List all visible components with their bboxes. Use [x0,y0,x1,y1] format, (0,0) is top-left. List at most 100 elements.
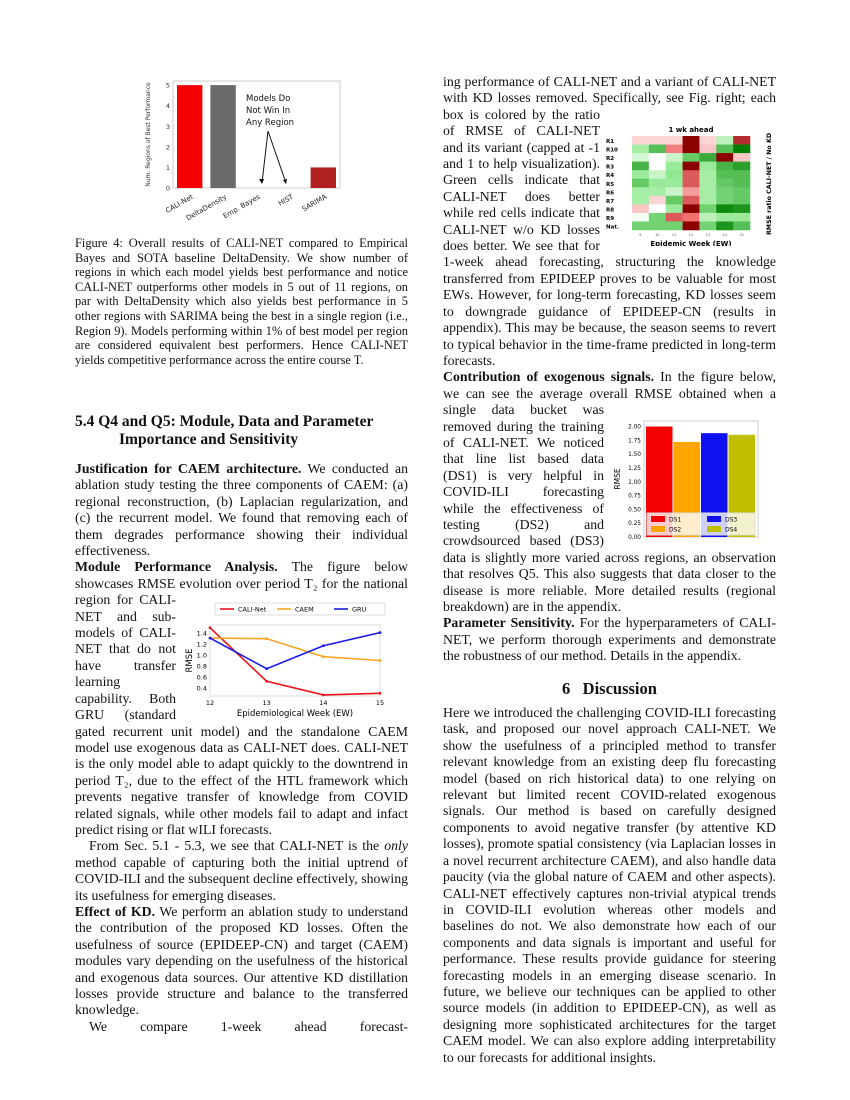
heatmap-cell [699,195,717,205]
heatmap-cell [733,136,751,145]
data-point [208,626,212,630]
heatmap-cell [665,170,683,180]
heatmap-cell [733,195,751,205]
y-tick-label: 1.2 [197,641,207,649]
data-point [321,644,325,648]
rmse-line-figure: 0.4 0.6 0.8 1.0 1.2 1.4 12 13 14 15 Epidemiologica… [176,593,408,719]
heatmap-cell [648,170,667,180]
series-line-CALI-Net [209,627,381,697]
heatmap-cell [716,195,734,205]
heatmap-cell [699,221,717,231]
paragraph-text: We perform an ablation study to understa… [75,903,408,1018]
heatmap-cell [648,195,667,205]
x-axis-label: Epidemic Week (EW) [650,240,731,246]
heatmap-cell [682,212,700,222]
heatmap-cell [716,187,734,197]
heatmap-cell [648,204,667,214]
legend-label: DS1 [669,517,681,524]
heatmap-cell [665,161,683,171]
row-label: R4 [606,173,614,179]
heatmap-cell [632,204,650,214]
heatmap-cell [648,221,667,231]
heatmap-cell [716,153,734,162]
data-bucket-figure: 0.00 0.25 0.50 0.75 1.00 1.25 1.50 1.75 2.00 RMSE… [604,409,776,547]
heatmap-cell [716,161,734,171]
heatmap-cell [733,204,751,214]
paragraph-title: Contribution of exogenous signals. [443,369,655,385]
heatmap-cell [682,144,700,154]
data-point [265,680,269,684]
x-tick-label: HIST [277,192,296,207]
heatmap-cell [699,178,717,188]
heatmap-cell [716,178,734,188]
legend-label: CAEM [295,606,314,614]
paragraph-effect-kd: Effect of KD. We perform an ablation stu… [75,904,408,1019]
row-label: R2 [606,156,614,162]
legend-swatch [707,526,721,533]
row-label: R8 [606,207,614,213]
y-tick-label: 0.8 [197,663,207,671]
y-tick-label: 2.00 [628,425,641,431]
heatmap-cell [699,204,717,214]
paragraph-contribution: Contribution of exogenous signals. In th… [443,369,776,615]
colorbar-label: RMSE ratio CALI-NET / No KD [766,133,773,235]
heatmap-cell [665,178,683,188]
x-tick-label: 13 [263,699,271,707]
heatmap-cell [648,212,667,222]
paragraph-parameter-sensitivity: Parameter Sensitivity. For the hyperpara… [443,615,776,664]
heatmap-cell [648,178,667,188]
right-column: 1 wk ahead R1 R10 R2 R3 R4 R5 R6 R7 R8 R9 Nat. 9 10 11… [443,74,776,1066]
x-tick-label: Emp. Bayes [222,193,262,221]
x-tick-label: 12 [206,699,214,707]
kd-heatmap-figure: 1 wk ahead R1 R10 R2 R3 R4 R5 R6 R7 R8 R9 Nat. 9 10 11… [600,122,776,248]
heatmap-cell [648,136,667,145]
paragraph-text: method capable of capturing both the ini… [75,854,408,903]
module-performance-block: 0.4 0.6 0.8 1.0 1.2 1.4 12 13 14 15 Epidemiologica… [75,559,408,838]
heatmap-cell [665,153,683,162]
heatmap-cell [632,221,650,231]
heatmap-cell [682,153,700,162]
legend-label: DS4 [725,527,737,534]
legend-label: DS3 [725,517,737,524]
heatmap-cell [648,161,667,171]
heatmap-cell [699,170,717,180]
paragraph-discussion: Here we introduced the challenging COVID… [443,705,776,1065]
data-bucket-bar-chart: 0.00 0.25 0.50 0.75 1.00 1.25 1.50 1.75 2.00 RMSE… [613,420,759,541]
y-axis-label: RMSE [613,468,622,489]
y-tick-label: 1.4 [197,630,207,638]
heatmap-cell [716,170,734,180]
row-label: Nat. [606,225,619,231]
heatmap-cell [632,153,650,162]
paragraph-text: From Sec. 5.1 - 5.3, we see that CALI-NE… [89,838,385,854]
heatmap-cell [699,161,717,171]
heatmap-cell [665,221,683,231]
data-point [378,692,382,696]
heatmap-cell [648,187,667,197]
annotation-arrow [261,130,287,184]
paragraph-title: Module Performance Analysis. [75,559,278,575]
bar [310,167,336,188]
data-point [208,637,212,640]
heatmap-cell [665,212,683,222]
paragraph-kd-results: ing performance of CALI-NET and a varian… [443,74,776,368]
legend-swatch [651,516,665,523]
paragraph-text: The figure below showcases RMSE evolutio… [75,559,408,837]
heatmap-cell [733,153,751,162]
y-axis-label: RMSE [185,649,195,673]
arrow-head [259,179,287,184]
heatmap-cell [682,161,700,171]
heatmap-cell [733,144,751,154]
heatmap-cell [682,221,700,231]
x-tick-label: SARIMA [301,193,329,214]
heatmap-cell [665,187,683,197]
y-tick-label: 0.25 [628,522,641,528]
row-label: R3 [606,165,614,171]
y-tick-label: 0 [166,185,170,193]
heatmap-cell [699,153,717,162]
heatmap-cell [632,195,650,205]
kd-ablation-block: 1 wk ahead R1 R10 R2 R3 R4 R5 R6 R7 R8 R9 Nat. 9 10 11… [443,74,776,369]
row-label: R9 [606,216,614,222]
heatmap-cell [665,144,683,154]
figure-4-caption-text: Figure 4: Overall results of CALI-NET co… [75,236,408,367]
data-point [265,637,269,641]
